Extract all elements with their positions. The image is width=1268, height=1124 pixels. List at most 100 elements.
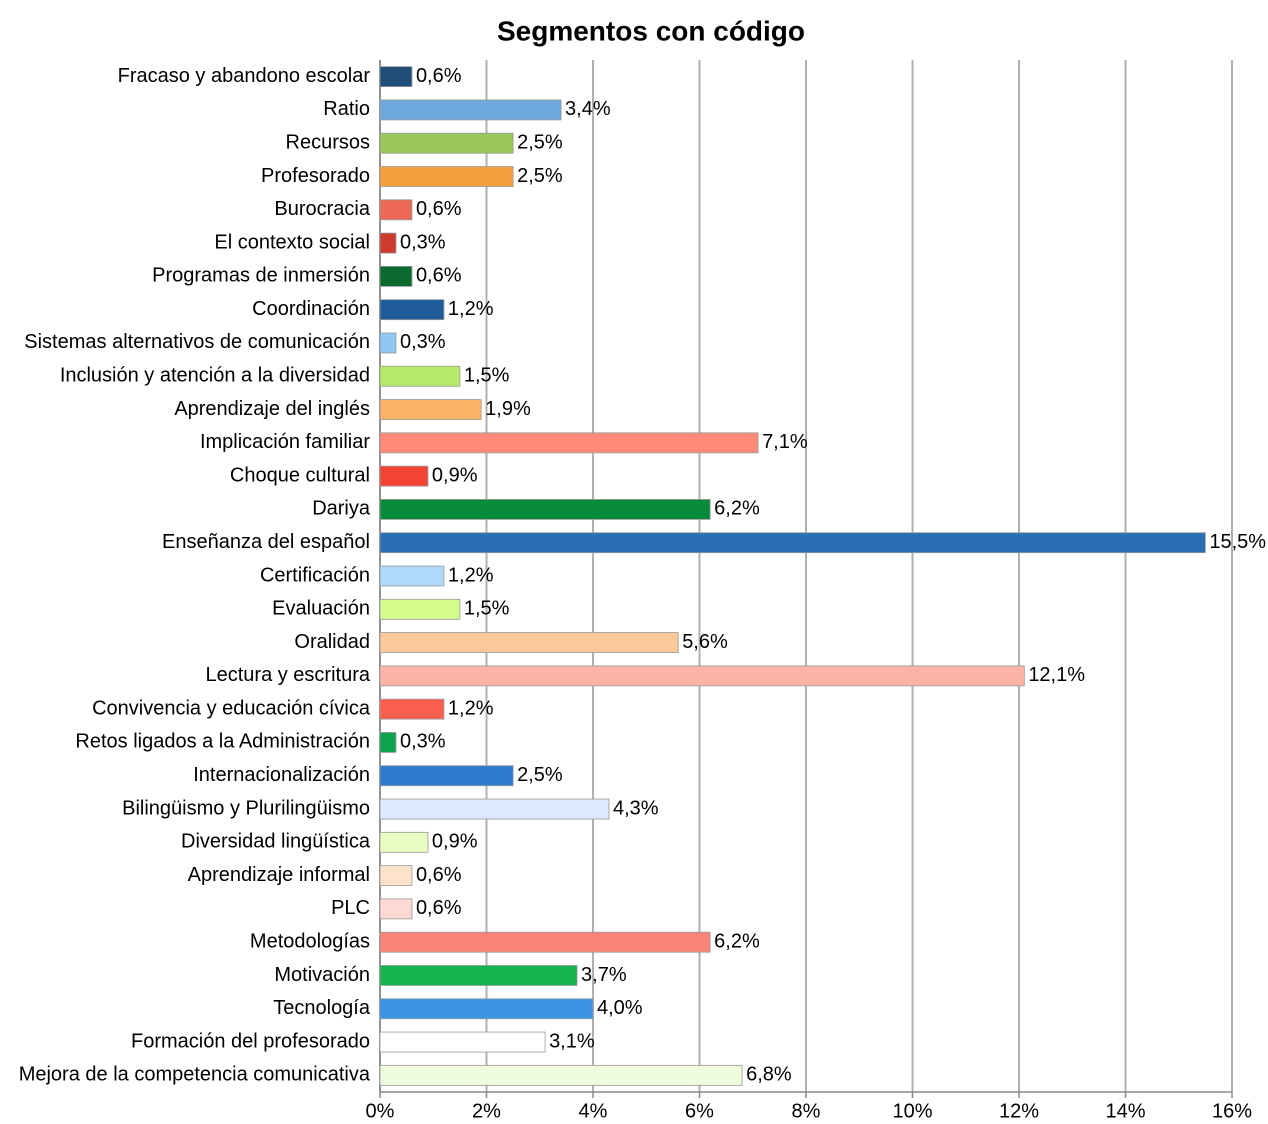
- y-tick-label: Profesorado: [261, 165, 370, 187]
- x-tick-label: 2%: [472, 1100, 501, 1122]
- bar: [379, 665, 1025, 687]
- y-tick-label: Tecnología: [273, 997, 371, 1019]
- y-tick-label: Formación del profesorado: [131, 1030, 370, 1052]
- bar: [379, 931, 711, 953]
- value-label: 0,3%: [400, 731, 446, 753]
- bar: [379, 998, 594, 1020]
- y-tick-label: Recursos: [286, 132, 370, 154]
- chart-title: Segmentos con código: [497, 15, 805, 46]
- bar: [379, 798, 610, 820]
- value-label: 0,6%: [416, 265, 462, 287]
- value-label: 1,5%: [464, 365, 510, 387]
- value-label: 3,7%: [581, 964, 627, 986]
- value-label: 2,5%: [517, 132, 563, 154]
- y-tick-label: Mejora de la competencia comunicativa: [19, 1064, 371, 1086]
- y-tick-label: Sistemas alternativos de comunicación: [24, 331, 370, 353]
- y-tick-label: Oralidad: [294, 631, 370, 653]
- y-tick-label: Aprendizaje informal: [188, 864, 370, 886]
- y-tick-label: Internacionalización: [193, 764, 370, 786]
- value-label: 6,2%: [714, 930, 760, 952]
- bar: [379, 232, 397, 254]
- y-tick-label: Choque cultural: [230, 464, 370, 486]
- bar: [379, 765, 514, 787]
- bar: [379, 732, 397, 753]
- y-tick-label: Implicación familiar: [200, 431, 370, 453]
- y-tick-label: Inclusión y atención a la diversidad: [60, 365, 370, 387]
- bar: [379, 265, 413, 287]
- bar: [379, 865, 413, 887]
- y-tick-label: Retos ligados a la Administración: [75, 731, 370, 753]
- bar: [379, 965, 578, 986]
- x-tick-label: 0%: [366, 1100, 395, 1122]
- value-label: 4,0%: [597, 997, 643, 1019]
- bar: [379, 199, 413, 221]
- bar: [379, 598, 461, 620]
- value-label: 0,6%: [416, 65, 462, 87]
- y-tick-label: Lectura y escritura: [205, 664, 370, 686]
- bar: [379, 365, 461, 387]
- bar: [379, 698, 445, 720]
- value-label: 2,5%: [517, 764, 563, 786]
- x-tick-label: 4%: [579, 1100, 608, 1122]
- value-label: 1,2%: [448, 564, 494, 586]
- bar: [379, 166, 514, 187]
- y-tick-label: El contexto social: [214, 231, 370, 253]
- x-tick-label: 6%: [685, 1100, 714, 1122]
- y-tick-label: Motivación: [274, 964, 370, 986]
- y-tick-label: Coordinación: [252, 298, 370, 320]
- bar: [379, 1064, 743, 1086]
- bar: [379, 831, 429, 853]
- value-label: 3,4%: [565, 98, 611, 120]
- y-tick-label: Fracaso y abandono escolar: [118, 65, 371, 87]
- x-tick-label: 10%: [892, 1100, 932, 1122]
- bar: [379, 465, 429, 487]
- value-label: 1,2%: [448, 298, 494, 320]
- bar: [379, 632, 679, 653]
- value-label: 0,9%: [432, 831, 478, 853]
- y-tick-label: Evaluación: [272, 598, 370, 620]
- bar: [379, 66, 413, 88]
- bar: [379, 132, 514, 154]
- x-tick-label: 14%: [1105, 1100, 1145, 1122]
- bar: [379, 399, 482, 420]
- y-tick-label: Programas de inmersión: [152, 265, 370, 287]
- bar: [379, 1031, 546, 1053]
- bar: [379, 99, 562, 121]
- bar: [379, 532, 1206, 554]
- bar: [379, 565, 445, 587]
- y-tick-label: Convivencia y educación cívica: [92, 697, 371, 719]
- value-label: 0,6%: [416, 864, 462, 886]
- value-label: 1,9%: [485, 398, 531, 420]
- value-label: 1,2%: [448, 697, 494, 719]
- y-tick-label: Metodologías: [250, 930, 370, 952]
- y-tick-label: Ratio: [323, 98, 370, 120]
- value-label: 0,6%: [416, 198, 462, 220]
- bar: [379, 432, 759, 454]
- y-tick-label: Aprendizaje del inglés: [174, 398, 370, 420]
- y-tick-label: Enseñanza del español: [162, 531, 370, 553]
- value-label: 6,8%: [746, 1064, 792, 1086]
- value-label: 15,5%: [1209, 531, 1266, 553]
- bar: [379, 499, 711, 520]
- x-tick-label: 16%: [1212, 1100, 1252, 1122]
- x-tick-label: 8%: [792, 1100, 821, 1122]
- y-tick-label: Certificación: [260, 564, 370, 586]
- value-label: 12,1%: [1028, 664, 1085, 686]
- y-tick-label: PLC: [331, 897, 370, 919]
- value-label: 0,6%: [416, 897, 462, 919]
- value-label: 0,3%: [400, 331, 446, 353]
- value-label: 4,3%: [613, 797, 659, 819]
- value-label: 3,1%: [549, 1030, 595, 1052]
- value-label: 1,5%: [464, 598, 510, 620]
- value-label: 7,1%: [762, 431, 808, 453]
- value-label: 6,2%: [714, 498, 760, 520]
- x-tick-label: 12%: [999, 1100, 1039, 1122]
- y-tick-label: Bilingüismo y Plurilingüismo: [122, 797, 370, 819]
- y-tick-label: Diversidad lingüística: [181, 831, 371, 853]
- value-label: 0,3%: [400, 231, 446, 253]
- value-label: 5,6%: [682, 631, 728, 653]
- y-tick-label: Dariya: [312, 498, 371, 520]
- value-label: 0,9%: [432, 464, 478, 486]
